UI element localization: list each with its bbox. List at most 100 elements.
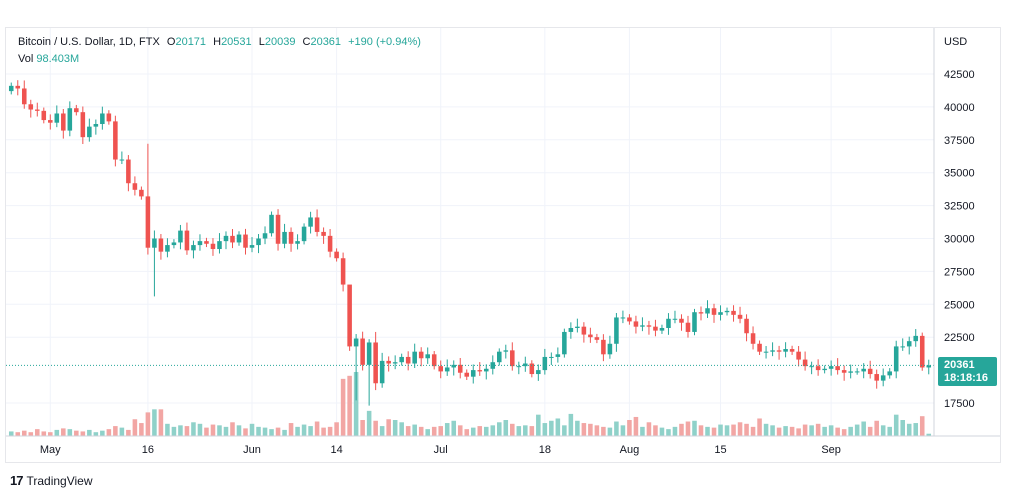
candle-body bbox=[243, 234, 248, 248]
candle-body bbox=[542, 356, 548, 371]
candle-body bbox=[685, 322, 691, 332]
volume-bar bbox=[347, 375, 352, 436]
symbol-name[interactable]: Bitcoin / U.S. Dollar, 1D, FTX bbox=[18, 36, 160, 48]
time-axis: May 16 Jun 14 Jul 18 Aug 15 Sep bbox=[40, 444, 841, 456]
volume-bar bbox=[861, 421, 866, 436]
candle-body bbox=[698, 312, 704, 314]
candle-body bbox=[731, 310, 736, 315]
volume-bar bbox=[848, 426, 853, 436]
candle-body bbox=[607, 343, 613, 355]
candle-body bbox=[100, 113, 105, 125]
volume-bar bbox=[223, 426, 229, 436]
candle-body bbox=[288, 231, 294, 244]
candle-body bbox=[236, 234, 242, 243]
candle-body bbox=[867, 368, 873, 375]
candle-body bbox=[724, 310, 730, 313]
candle-body bbox=[802, 359, 808, 367]
volume-bar bbox=[802, 424, 808, 436]
volume-bar bbox=[692, 420, 697, 436]
candle-body bbox=[516, 366, 522, 368]
volume-bar bbox=[796, 428, 801, 436]
volume-bar bbox=[392, 420, 398, 436]
volume-bar bbox=[366, 410, 372, 436]
candle-body bbox=[35, 109, 40, 111]
volume-bar bbox=[327, 426, 333, 436]
candle-body bbox=[353, 338, 359, 347]
candle-body bbox=[828, 366, 834, 369]
candle-body bbox=[503, 350, 509, 352]
y-tick-label: 27500 bbox=[944, 266, 975, 278]
x-tick-label: 14 bbox=[330, 444, 342, 456]
volume-bar bbox=[67, 429, 73, 436]
volume-bar bbox=[288, 423, 294, 436]
volume-bar bbox=[757, 418, 762, 436]
candle-body bbox=[360, 338, 365, 365]
volume-bar bbox=[321, 427, 326, 436]
volume-bar bbox=[412, 424, 417, 436]
candle-body bbox=[841, 370, 847, 373]
volume-bar bbox=[516, 426, 522, 436]
volume-bar bbox=[510, 423, 515, 436]
candle-body bbox=[28, 104, 34, 110]
volume-bar bbox=[893, 414, 899, 436]
volume-bar bbox=[770, 425, 775, 436]
candle-body bbox=[861, 368, 866, 372]
volume-bar bbox=[74, 430, 79, 436]
candle-body bbox=[321, 231, 326, 236]
candle-body bbox=[399, 356, 404, 363]
volume-bar bbox=[718, 424, 723, 436]
volume-bar bbox=[542, 423, 548, 436]
volume-bar bbox=[204, 427, 209, 436]
volume-bar bbox=[906, 423, 912, 436]
candle-body bbox=[646, 325, 652, 327]
candle-body bbox=[418, 351, 424, 359]
candle-body bbox=[210, 243, 216, 250]
volume-bar bbox=[783, 426, 788, 436]
volume-bar bbox=[900, 420, 905, 436]
volume-bar bbox=[549, 420, 554, 436]
candle-body bbox=[412, 351, 417, 364]
volume-bar bbox=[275, 427, 281, 436]
candle-body bbox=[21, 88, 27, 105]
candle-body bbox=[523, 363, 528, 367]
candle-body bbox=[919, 335, 925, 368]
volume-bar bbox=[815, 423, 821, 436]
candle-body bbox=[204, 241, 209, 244]
candle-body bbox=[906, 341, 912, 347]
volume-bar bbox=[698, 425, 704, 436]
candle-body bbox=[588, 334, 593, 338]
volume-bar bbox=[314, 421, 320, 436]
volume-bar bbox=[171, 426, 177, 436]
candle-body bbox=[8, 85, 14, 92]
volume-bar bbox=[744, 423, 749, 436]
volume-bar bbox=[158, 409, 164, 436]
volume-bar bbox=[627, 420, 632, 436]
candle-body bbox=[126, 159, 131, 184]
candle-body bbox=[405, 356, 411, 364]
volume-bars bbox=[8, 372, 932, 436]
volume-bar bbox=[809, 425, 814, 436]
candle-body bbox=[366, 342, 372, 365]
candle-body bbox=[340, 258, 346, 285]
candle-body bbox=[119, 159, 125, 161]
x-tick-label: 18 bbox=[539, 444, 551, 456]
volume-bar bbox=[21, 430, 27, 436]
chart-frame bbox=[5, 27, 1001, 463]
candle-body bbox=[627, 317, 632, 322]
volume-bar bbox=[835, 427, 840, 436]
candle-body bbox=[470, 370, 476, 377]
volume-bar bbox=[659, 427, 665, 436]
tradingview-branding[interactable]: 17 TradingView bbox=[10, 473, 93, 488]
candle-body bbox=[549, 356, 554, 358]
candle-body bbox=[262, 233, 268, 239]
volume-bar bbox=[113, 426, 118, 436]
volume-bar bbox=[334, 422, 339, 436]
candle-body bbox=[633, 321, 639, 327]
x-tick-label: Sep bbox=[821, 444, 841, 456]
candle-body bbox=[536, 370, 541, 375]
candle-body bbox=[679, 318, 684, 323]
candle-body bbox=[191, 245, 196, 251]
volume-bar bbox=[601, 426, 606, 436]
volume-bar bbox=[497, 422, 502, 436]
